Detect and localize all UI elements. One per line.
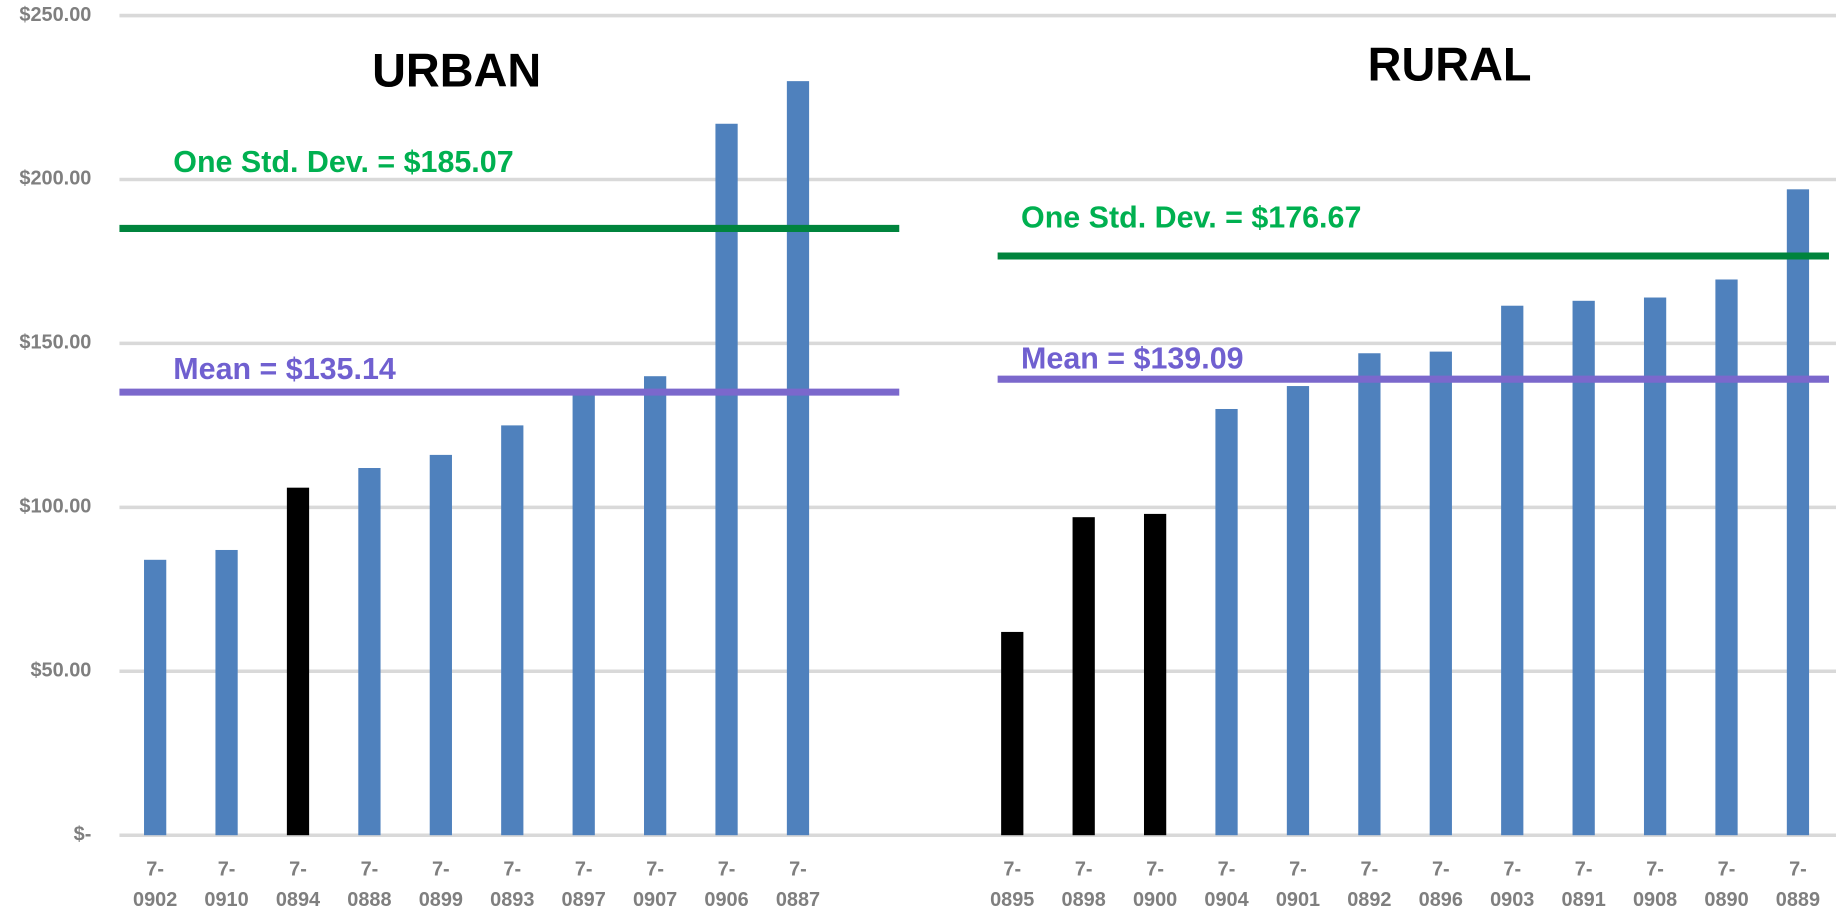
x-tick-label: 0892	[1347, 889, 1391, 911]
x-tick-label: 0888	[347, 889, 391, 911]
x-tick-label: 7-	[1289, 859, 1307, 881]
x-tick-label: 7-	[218, 859, 236, 881]
x-tick-label: 7-	[1003, 859, 1021, 881]
bar	[501, 425, 524, 836]
x-tick-label: 0907	[633, 889, 677, 911]
x-tick-label: 0903	[1490, 889, 1534, 911]
x-tick-label: 0897	[562, 889, 606, 911]
x-tick-label: 0900	[1133, 889, 1177, 911]
x-tick-label: 7-	[1146, 859, 1164, 881]
bar	[786, 81, 810, 836]
x-tick-label: 0906	[704, 889, 748, 911]
x-tick-label: 7-	[575, 859, 593, 881]
x-tick-label: 7-	[1646, 859, 1664, 881]
reference-label: Mean = $139.09	[1021, 342, 1244, 376]
bar	[1572, 300, 1595, 836]
x-tick-label: 0899	[419, 889, 463, 911]
y-tick-label: $100.00	[19, 496, 91, 518]
x-tick-label: 7-	[503, 859, 521, 881]
bar	[1715, 279, 1738, 836]
bar	[1643, 297, 1667, 836]
bar	[572, 392, 595, 836]
bar	[286, 487, 310, 836]
y-tick-label: $150.00	[19, 332, 91, 354]
x-tick-label: 0894	[276, 889, 320, 911]
y-tick-label: $200.00	[19, 168, 91, 190]
x-tick-label: 0901	[1276, 889, 1320, 911]
y-tick-label: $-	[74, 823, 92, 845]
bar	[1786, 189, 1810, 836]
bar	[1143, 513, 1167, 836]
x-tick-label: 7-	[789, 859, 807, 881]
x-tick-label: 0893	[490, 889, 534, 911]
bar	[1501, 305, 1524, 836]
x-tick-label: 7-	[1075, 859, 1093, 881]
x-tick-label: 7-	[1361, 859, 1379, 881]
x-tick-label: 7-	[146, 859, 164, 881]
x-tick-label: 7-	[1432, 859, 1450, 881]
reference-label: Mean = $135.14	[173, 352, 396, 386]
bar	[1286, 386, 1310, 836]
y-tick-label: $50.00	[30, 660, 91, 682]
y-tick-label: $250.00	[19, 4, 91, 26]
x-tick-label: 0908	[1633, 889, 1677, 911]
x-tick-label: 0896	[1419, 889, 1463, 911]
bar	[215, 549, 238, 836]
bar	[358, 468, 381, 836]
panel-title: URBAN	[372, 44, 541, 96]
x-tick-label: 7-	[1789, 859, 1807, 881]
x-tick-label: 0910	[204, 889, 248, 911]
x-tick-label: 7-	[1718, 859, 1736, 881]
panel-title: RURAL	[1368, 39, 1532, 91]
x-tick-label: 0890	[1704, 889, 1748, 911]
bar	[1358, 353, 1381, 836]
bar	[429, 454, 452, 836]
x-tick-label: 0898	[1062, 889, 1106, 911]
x-tick-label: 7-	[1575, 859, 1593, 881]
x-tick-label: 0891	[1562, 889, 1606, 911]
reference-label: One Std. Dev. = $185.07	[173, 145, 513, 179]
x-tick-label: 7-	[289, 859, 307, 881]
bar	[1072, 517, 1095, 836]
x-tick-label: 7-	[646, 859, 664, 881]
bar	[1001, 631, 1024, 836]
reference-label: One Std. Dev. = $176.67	[1021, 201, 1361, 235]
x-tick-label: 7-	[361, 859, 379, 881]
bar	[644, 376, 667, 836]
bar	[715, 123, 738, 836]
x-tick-label: 0889	[1776, 889, 1820, 911]
x-tick-label: 7-	[1503, 859, 1521, 881]
x-tick-label: 0904	[1204, 889, 1248, 911]
x-tick-label: 7-	[432, 859, 450, 881]
bar	[144, 559, 167, 836]
x-tick-label: 0895	[990, 889, 1034, 911]
x-tick-label: 7-	[718, 859, 736, 881]
bar	[1215, 408, 1238, 836]
x-tick-label: 7-	[1218, 859, 1236, 881]
bar	[1429, 351, 1452, 836]
x-tick-label: 0902	[133, 889, 177, 911]
x-tick-label: 0887	[776, 889, 820, 911]
